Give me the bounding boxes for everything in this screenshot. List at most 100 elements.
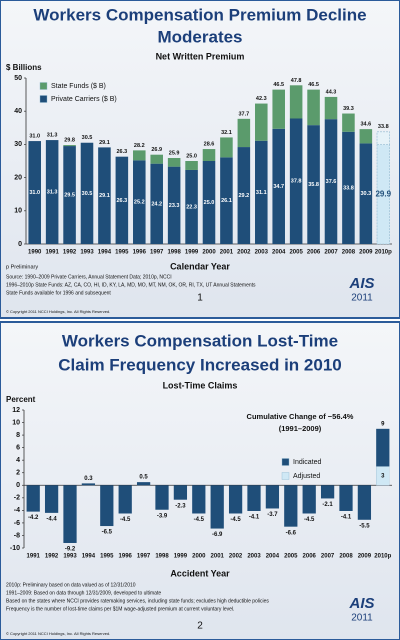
x-tick-label: 2005 [289,250,303,256]
value-label: -5.5 [359,523,370,529]
x-tick-label: 1995 [100,554,114,560]
total-label: 29.1 [99,140,110,146]
total-label: 46.5 [273,82,284,88]
value-label: 25.0 [204,200,215,206]
bar [289,118,303,244]
total-label: 37.7 [238,111,249,117]
bar [255,140,268,244]
bar [45,140,59,244]
bar [133,160,146,244]
x-tick-label: 2000 [202,250,216,256]
value-label: -4.5 [230,517,241,523]
legend-label: State Funds ($ B) [51,83,106,90]
value-label: 23.3 [169,203,180,209]
total-label: 25.0 [186,153,197,159]
x-tick-label: 1993 [63,554,77,560]
logo-text: AIS [348,595,374,612]
total-label: 32.1 [221,130,232,136]
y-axis-label: $ Billions [6,63,42,72]
bar [63,145,76,147]
y-tick-label: -10 [10,545,20,552]
y-tick-label: 0 [18,241,22,248]
total-label: 26.9 [151,147,162,153]
total-label: 47.8 [291,78,302,84]
x-axis-label: Accident Year [170,568,230,578]
x-tick-label: 2002 [237,250,251,256]
annotation: (1991–2009) [279,424,322,433]
bar [115,156,129,244]
y-tick-label: -8 [14,532,20,539]
y-tick-label: 2 [16,470,20,477]
value-label: 37.6 [326,179,337,185]
x-tick-label: 2007 [321,554,335,560]
y-tick-label: 12 [12,407,20,414]
total-label: 42.3 [256,96,267,102]
y-tick-label: 4 [16,457,20,464]
x-tick-label: 1995 [115,250,129,256]
bar [150,163,163,244]
logo-year: 2011 [351,613,373,624]
bar [155,485,169,510]
bar [98,147,111,244]
x-axis-label: Calendar Year [170,261,230,271]
x-tick-label: 2005 [284,554,298,560]
slide-title: Moderates [157,27,242,46]
total-label: 39.3 [343,106,354,112]
total-label: 28.6 [204,142,215,148]
legend-label: Adjusted [293,473,320,480]
y-tick-label: 30 [14,141,22,148]
chart-subtitle: Net Written Premium [156,51,245,61]
x-tick-label: 2008 [339,554,353,560]
total-label: 46.5 [308,82,319,88]
page-number: 1 [197,293,203,304]
footnote: Source: 1990–2009 Private Carriers, Annu… [6,274,172,280]
value-label: -4.2 [28,515,39,521]
bar [192,485,206,514]
footnote: Based on the states where NCCI provides … [6,598,269,604]
bar [185,169,198,244]
value-label: -4.1 [249,515,260,521]
bar [302,485,316,514]
x-tick-label: 1992 [45,554,59,560]
slide-background [0,321,400,640]
bar [272,128,285,244]
value-label: -9.2 [65,547,76,553]
bar [255,103,268,141]
value-label: -2.3 [175,503,186,509]
value-label: 22.3 [186,204,197,210]
value-label: 29.2 [238,193,249,199]
x-tick-label: 1998 [167,250,181,256]
y-tick-label: 8 [16,432,20,439]
y-tick-label: -4 [14,507,20,514]
bar [237,147,251,244]
copyright: © Copyright 2011 NCCI Holdings, Inc. All… [6,631,110,636]
value-label: 26.1 [221,198,232,204]
x-tick-label: 1997 [150,250,164,256]
bar [185,161,198,170]
bar [339,485,353,511]
footnote: State Funds available for 1996 and subse… [6,290,111,296]
total-label: 31.3 [47,133,58,139]
x-tick-label: 2007 [324,250,338,256]
bar [342,113,355,132]
total-label: 29.8 [64,138,75,144]
bar [80,142,94,244]
bar [167,166,181,244]
chart-subtitle: Lost-Time Claims [163,380,238,390]
bar [376,131,390,146]
value-label: 30.5 [82,191,93,197]
bar [359,129,373,144]
total-label: 33.8 [378,124,389,130]
total-label: 44.3 [326,89,337,95]
value-label: -2.1 [322,502,333,508]
value-label: 30.3 [360,191,371,197]
bar [284,485,298,527]
value-label: -3.9 [157,513,168,519]
x-tick-label: 1992 [63,250,77,256]
bar [26,485,40,512]
y-tick-label: 6 [16,444,20,451]
legend-label: Indicated [293,459,322,466]
value-label: 31.3 [47,189,58,195]
bar [202,149,216,161]
